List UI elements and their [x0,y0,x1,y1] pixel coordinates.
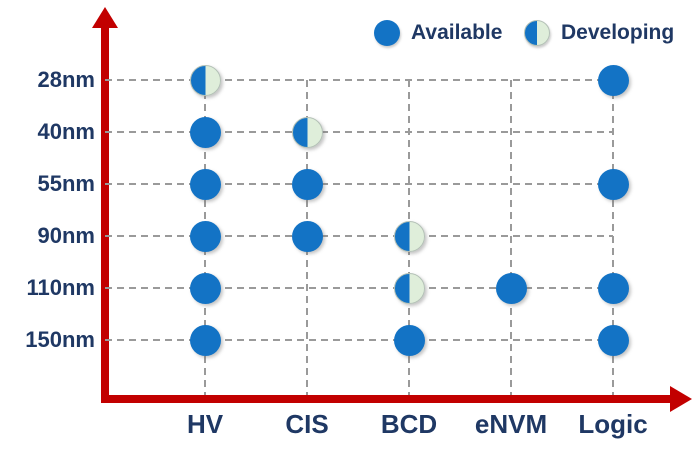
legend-label-developing: Developing [561,21,675,44]
legend-item-developing: Developing [524,20,674,46]
y-axis-label-28nm: 28nm [37,67,95,92]
gridline-horizontal-90nm [105,235,613,237]
data-point-BCD-110nm-developing [393,272,425,304]
data-point-CIS-90nm-available [291,220,323,252]
data-point-BCD-90nm-developing [393,220,425,252]
available-dot-icon [374,20,400,46]
y-axis-label-55nm: 55nm [37,171,95,196]
x-axis-label-CIS: CIS [285,409,329,439]
data-point-Logic-150nm-available [597,324,629,356]
data-point-HV-110nm-available [189,272,221,304]
data-point-Logic-110nm-available [597,272,629,304]
y-axis-label-150nm: 150nm [25,327,95,352]
data-point-HV-150nm-available [189,324,221,356]
x-axis-label-eNVM: eNVM [474,409,548,439]
y-axis-line [101,24,109,403]
y-axis-label-110nm: 110nm [26,275,96,300]
data-point-HV-40nm-available [189,116,221,148]
gridline-horizontal-150nm [105,339,613,341]
gridline-horizontal-28nm [105,79,613,81]
gridline-vertical-eNVM [510,80,512,395]
data-point-HV-90nm-available [189,220,221,252]
data-point-Logic-55nm-available [597,168,629,200]
y-axis-arrow-icon [92,7,118,28]
data-point-HV-55nm-available [189,168,221,200]
data-point-eNVM-110nm-available [495,272,527,304]
gridline-horizontal-55nm [105,183,613,185]
gridline-vertical-Logic [612,80,614,395]
gridline-horizontal-40nm [105,131,613,133]
data-point-CIS-55nm-available [291,168,323,200]
legend-label-available: Available [411,21,503,44]
data-point-BCD-150nm-available [393,324,425,356]
y-axis-label-40nm: 40nm [37,119,95,144]
legend-item-available: Available [374,20,502,46]
x-axis-line [101,395,673,403]
data-point-HV-28nm-developing [189,64,221,96]
x-axis-arrow-icon [670,386,692,412]
data-point-CIS-40nm-developing [291,116,323,148]
y-axis-label-90nm: 90nm [37,223,95,248]
developing-dot-icon [524,20,550,46]
gridline-horizontal-110nm [105,287,613,289]
x-axis-label-HV: HV [186,409,224,439]
x-axis-label-Logic: Logic [578,409,648,439]
data-point-Logic-28nm-available [597,64,629,96]
x-axis-label-BCD: BCD [380,409,438,439]
